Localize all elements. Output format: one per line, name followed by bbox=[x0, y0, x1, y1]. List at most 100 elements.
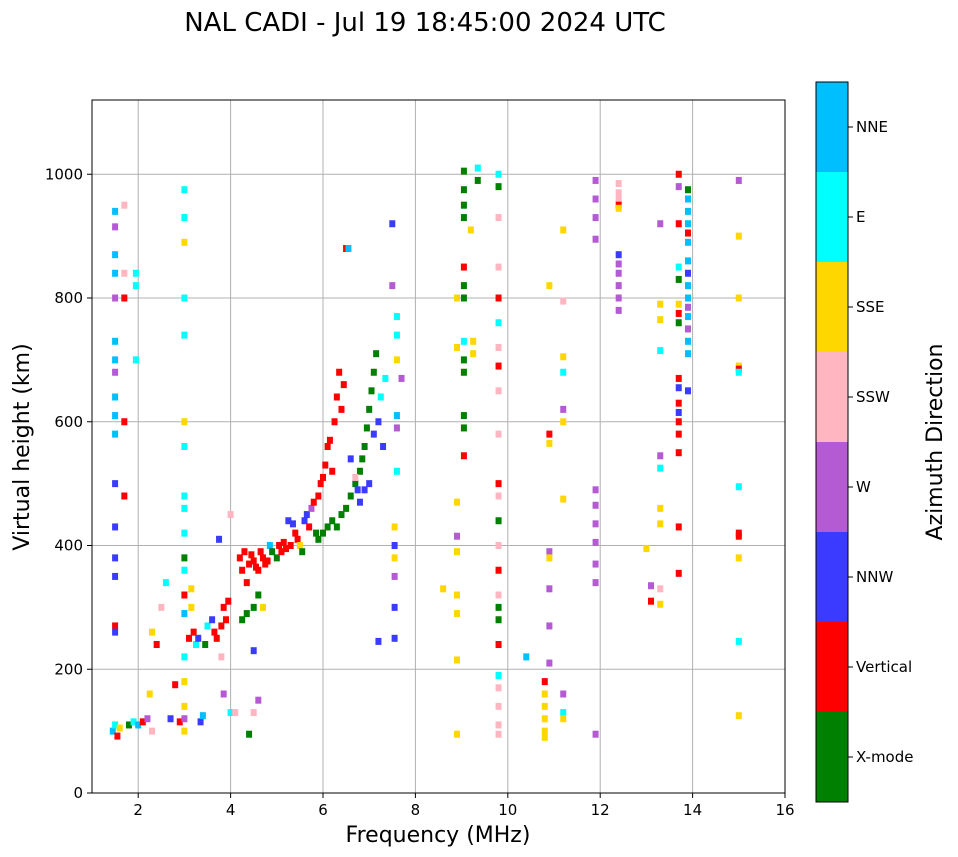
data-point bbox=[276, 542, 283, 549]
data-point bbox=[523, 653, 530, 661]
data-point bbox=[259, 603, 266, 611]
data-point bbox=[560, 690, 567, 698]
data-point bbox=[546, 659, 553, 667]
colorbar-frame bbox=[815, 81, 849, 803]
data-point bbox=[615, 251, 622, 259]
data-point bbox=[460, 424, 467, 432]
data-point bbox=[615, 260, 622, 268]
data-point bbox=[361, 443, 368, 450]
data-point bbox=[257, 548, 264, 556]
data-point bbox=[375, 418, 382, 426]
data-point bbox=[264, 557, 271, 565]
data-point bbox=[391, 554, 398, 562]
data-point bbox=[735, 532, 742, 540]
data-point bbox=[467, 226, 474, 234]
data-point bbox=[368, 387, 375, 395]
data-point bbox=[495, 671, 502, 679]
data-point bbox=[648, 582, 655, 590]
data-point bbox=[139, 718, 146, 726]
data-point bbox=[453, 532, 460, 540]
data-point bbox=[121, 269, 128, 277]
data-point bbox=[495, 591, 502, 599]
data-point bbox=[560, 297, 567, 305]
data-point bbox=[389, 220, 396, 228]
data-point bbox=[266, 542, 273, 549]
data-point bbox=[495, 387, 502, 395]
colorbar-segment bbox=[816, 352, 848, 442]
data-point bbox=[310, 498, 317, 506]
data-point bbox=[453, 344, 460, 351]
data-point bbox=[684, 282, 691, 290]
data-point bbox=[303, 511, 310, 519]
data-point bbox=[338, 405, 345, 413]
data-point bbox=[116, 724, 123, 732]
data-point bbox=[684, 387, 691, 395]
data-point bbox=[657, 347, 664, 355]
data-point bbox=[333, 523, 340, 531]
data-point bbox=[114, 732, 121, 740]
data-point bbox=[377, 393, 384, 401]
data-point bbox=[495, 319, 502, 327]
plot-frame bbox=[91, 99, 786, 794]
data-point bbox=[112, 622, 119, 630]
data-point bbox=[675, 183, 682, 191]
data-point bbox=[460, 356, 467, 364]
data-point bbox=[333, 393, 340, 401]
data-point bbox=[204, 622, 211, 630]
data-point bbox=[675, 374, 682, 382]
data-point bbox=[241, 548, 248, 556]
data-point bbox=[657, 452, 664, 460]
data-point bbox=[188, 603, 195, 611]
data-point bbox=[541, 690, 548, 698]
data-point bbox=[615, 204, 622, 212]
data-point bbox=[296, 542, 303, 549]
colorbar-segment bbox=[816, 172, 848, 262]
data-point bbox=[181, 504, 188, 512]
data-point bbox=[132, 356, 139, 364]
data-point bbox=[495, 616, 502, 624]
data-point bbox=[592, 214, 599, 222]
data-point bbox=[592, 195, 599, 203]
data-point bbox=[199, 712, 206, 720]
data-point bbox=[684, 207, 691, 215]
data-point bbox=[495, 263, 502, 271]
data-point bbox=[546, 282, 553, 290]
colorbar-label: E bbox=[856, 208, 865, 226]
data-point bbox=[181, 727, 188, 735]
data-point bbox=[393, 313, 400, 321]
data-point bbox=[340, 381, 347, 389]
data-point bbox=[149, 628, 156, 636]
data-point bbox=[495, 170, 502, 178]
data-point bbox=[495, 492, 502, 500]
data-point bbox=[181, 443, 188, 450]
data-point bbox=[211, 628, 218, 636]
data-point bbox=[560, 353, 567, 361]
data-point bbox=[347, 455, 354, 463]
data-point bbox=[112, 294, 119, 302]
data-point bbox=[684, 325, 691, 333]
data-point bbox=[315, 535, 322, 543]
data-point bbox=[495, 344, 502, 351]
data-point bbox=[592, 579, 599, 587]
data-point bbox=[259, 554, 266, 562]
data-point bbox=[112, 223, 119, 231]
data-point bbox=[306, 523, 313, 531]
data-point bbox=[190, 628, 197, 636]
data-point bbox=[181, 715, 188, 723]
colorbar-label: NNE bbox=[856, 118, 888, 136]
data-point bbox=[380, 443, 387, 450]
colorbar-label: X-mode bbox=[856, 748, 913, 766]
data-point bbox=[460, 368, 467, 376]
colorbar-label: SSE bbox=[856, 298, 885, 316]
colorbar-title: Azimuth Direction bbox=[923, 343, 948, 540]
data-point bbox=[541, 702, 548, 710]
data-point bbox=[289, 520, 296, 528]
data-point bbox=[112, 412, 119, 420]
data-point bbox=[250, 647, 257, 655]
data-point bbox=[227, 709, 234, 717]
data-point bbox=[361, 486, 368, 494]
data-point bbox=[112, 393, 119, 401]
data-point bbox=[343, 504, 350, 512]
data-point bbox=[453, 591, 460, 599]
data-point bbox=[112, 480, 119, 488]
